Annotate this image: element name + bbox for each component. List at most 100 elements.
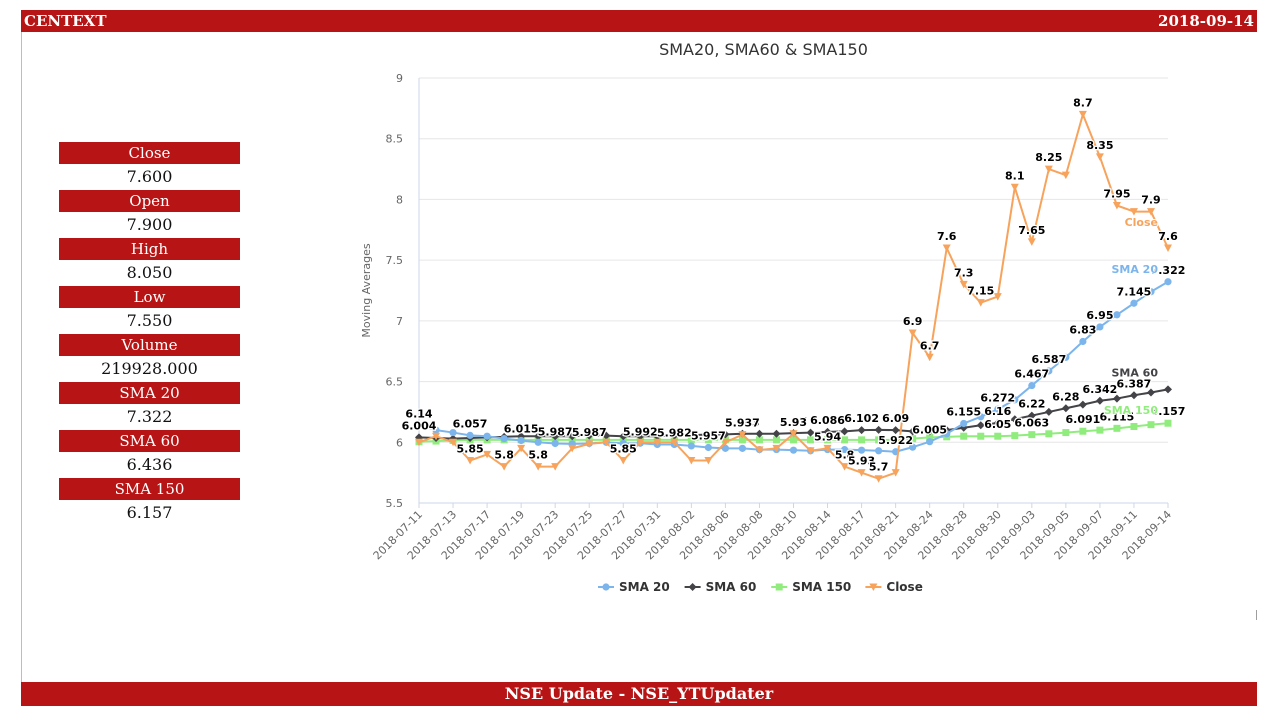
stats-panel: Close 7.600 Open 7.900 High 8.050 Low 7.… [59,142,240,526]
point-close [534,463,543,471]
stat-label: High [59,238,240,260]
point-sma60 [704,430,713,439]
point-sma150 [738,436,746,444]
stat-sma60: SMA 60 6.436 [59,430,240,478]
point-sma150 [858,436,866,444]
point-close [976,299,985,307]
stat-value: 7.322 [126,407,173,426]
data-label: 6.14 [405,407,432,420]
point-sma20 [721,444,730,452]
stat-low: Low 7.550 [59,286,240,334]
data-label: 6.057 [453,417,488,430]
point-close [551,463,560,471]
point-sma60 [534,432,543,441]
point-sma60 [857,426,866,435]
stat-value: 7.550 [126,311,173,330]
point-sma60 [1061,404,1070,413]
point-sma150 [1079,427,1087,435]
point-sma20 [517,436,525,445]
point-close [500,463,509,471]
point-close [636,438,645,447]
chart-title: SMA20, SMA60 & SMA150 [659,40,868,59]
point-close [789,430,798,438]
point-sma60 [874,425,883,434]
y-tick-label: 7.5 [386,254,404,267]
data-label: 6.115 [1100,410,1135,423]
point-close [942,244,951,252]
point-close [1061,171,1070,180]
point-sma150 [807,436,815,444]
point-close [585,440,594,448]
data-label: 6.16 [984,405,1011,418]
point-sma60 [1095,396,1104,405]
legend-marker [688,583,697,591]
point-close [908,329,917,337]
point-sma60 [772,429,781,438]
point-sma20 [1028,381,1036,390]
y-tick-label: 5.5 [386,497,404,510]
point-sma20 [994,405,1002,413]
point-sma60 [1164,385,1172,394]
point-close [619,457,628,465]
point-close [449,438,458,447]
data-label: 7.322 [1151,264,1186,277]
data-label: 6.272 [980,391,1015,404]
point-close [772,444,781,453]
stat-open: Open 7.900 [59,190,240,238]
data-label: 7.15 [967,285,994,298]
data-label: 6.063 [1014,417,1049,430]
data-label: 6.07 [780,415,807,428]
legend-marker [775,583,783,591]
point-sma150 [585,436,593,444]
point-sma60 [602,431,611,440]
point-sma150 [790,436,797,444]
data-label: 8.35 [1086,139,1113,152]
point-sma20 [857,446,866,454]
stat-value: 6.157 [126,503,173,522]
data-label: 6.015 [504,422,539,435]
point-sma20 [1079,337,1087,346]
stat-label: Close [59,142,240,164]
point-sma20 [415,421,423,429]
point-sma20 [687,442,695,450]
point-close [823,444,832,453]
stat-volume: Volume 219928.000 [59,334,240,382]
data-label: 6.7 [920,339,940,352]
data-label: 6.95 [1086,309,1113,322]
legend-item-sma20: SMA 20 [598,580,670,594]
frame-right-tick [1256,610,1257,620]
point-sma150 [687,436,695,444]
data-label: 7.3 [954,266,974,279]
point-sma60 [636,432,645,441]
point-sma60 [1010,415,1019,424]
legend-item-close: Close [865,580,923,594]
data-label: 8.25 [1035,151,1062,164]
stat-high: High 8.050 [59,238,240,286]
point-close [415,438,423,447]
stat-sma20: SMA 20 7.322 [59,382,240,430]
data-label: 5.987 [572,426,607,439]
point-sma60 [1146,388,1155,397]
point-close [857,469,866,477]
y-tick-label: 7 [396,315,403,328]
point-close [517,444,526,453]
point-sma20 [466,431,474,439]
header-bar: CENTEXT 2018-09-14 [21,10,1257,32]
data-label: 5.93 [848,455,875,468]
point-sma60 [1078,400,1087,409]
point-sma150 [875,436,883,444]
point-sma60 [908,427,917,436]
point-close [1112,202,1121,210]
point-sma60 [925,427,934,436]
data-label: 7.95 [1103,188,1130,201]
data-label: 8.1 [1005,169,1024,182]
point-sma150 [824,436,832,444]
point-sma20 [1062,353,1070,361]
point-sma150 [704,436,712,444]
point-close [1129,208,1138,216]
point-sma20 [1164,278,1172,286]
point-sma150 [960,432,968,440]
point-close [670,438,679,447]
point-sma150 [772,436,780,444]
point-close [1027,238,1036,246]
